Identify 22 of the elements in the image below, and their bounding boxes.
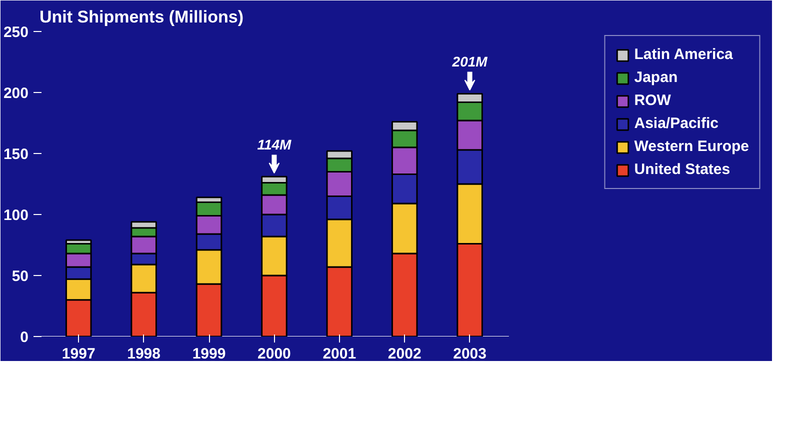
legend-label: Latin America bbox=[634, 46, 733, 63]
annotation: 114M bbox=[257, 136, 292, 152]
y-tick-label: 0 bbox=[20, 329, 28, 346]
x-tick-label: 2002 bbox=[388, 346, 422, 362]
y-tick-label: 150 bbox=[3, 146, 29, 163]
legend-label: Japan bbox=[634, 69, 678, 86]
x-tick-label: 1998 bbox=[127, 346, 161, 362]
y-tick-label: 50 bbox=[12, 268, 29, 285]
y-tick-label: 100 bbox=[3, 207, 29, 224]
legend-label: Asia/Pacific bbox=[634, 115, 718, 132]
x-tick-label: 1999 bbox=[192, 346, 226, 362]
x-tick-label: 2000 bbox=[258, 346, 291, 362]
legend-label: ROW bbox=[634, 92, 671, 109]
y-tick-label: 250 bbox=[3, 24, 29, 41]
x-tick-label: 1997 bbox=[62, 346, 96, 362]
annotation: 201M bbox=[451, 53, 488, 70]
x-tick-label: 2001 bbox=[322, 346, 356, 362]
legend-label: Western Europe bbox=[634, 138, 749, 155]
y-tick-label: 200 bbox=[3, 85, 29, 102]
chart-title: Unit Shipments (Millions) bbox=[40, 8, 244, 26]
legend-label: United States bbox=[634, 161, 730, 178]
x-tick-label: 2003 bbox=[453, 346, 486, 362]
